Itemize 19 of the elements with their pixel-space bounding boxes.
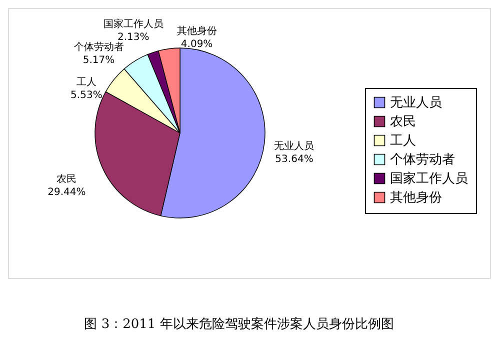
data-label: 5.53% bbox=[70, 90, 102, 101]
slice-label: 无业人员 bbox=[274, 140, 314, 152]
legend-label: 国家工作人员 bbox=[390, 170, 468, 186]
slice-label: 其他身份 bbox=[176, 24, 217, 37]
legend-label: 工人 bbox=[390, 134, 416, 148]
data-label: 5.17% bbox=[82, 54, 115, 66]
data-label: 2.13% bbox=[118, 32, 150, 43]
data-label: 53.64% bbox=[275, 154, 314, 166]
caption: 图 3：2011 年以来危险驾驶案件涉案人员身份比例图 bbox=[84, 316, 394, 332]
data-label: 29.44% bbox=[48, 186, 86, 198]
slice-label: 工人 bbox=[76, 76, 96, 88]
legend-label: 个体劳动者 bbox=[390, 152, 455, 168]
legend-label: 无业人员 bbox=[390, 96, 442, 110]
slice-label: 个体劳动者 bbox=[74, 40, 124, 53]
data-label: 4.09% bbox=[180, 38, 213, 50]
slice-label: 农民 bbox=[56, 174, 77, 185]
legend-label: 农民 bbox=[390, 114, 416, 130]
legend-label: 其他身份 bbox=[390, 190, 442, 206]
slice-label: 国家工作人员 bbox=[103, 18, 164, 30]
